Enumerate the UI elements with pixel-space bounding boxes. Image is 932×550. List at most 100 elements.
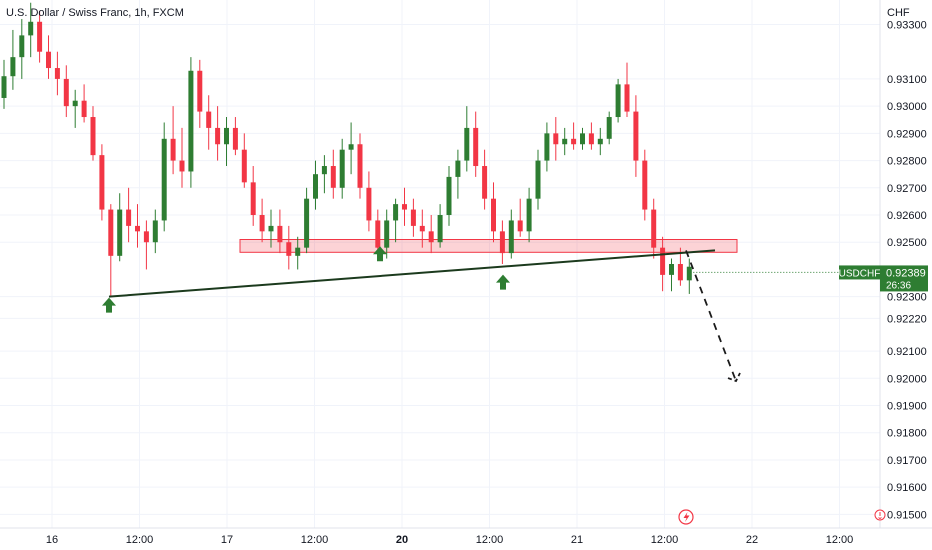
time-tick-label: 16: [46, 534, 58, 546]
candle-body: [437, 215, 443, 243]
candle-body: [455, 160, 461, 177]
candle-up: [393, 198, 399, 243]
candles: [1, 2, 692, 297]
candle-up: [580, 127, 585, 150]
candle-body: [268, 225, 274, 232]
price-tick-label: 0.92600: [887, 210, 927, 222]
candle-up: [295, 236, 301, 270]
time-axis[interactable]: 16 12:00 17 12:00 20 12:00 21 12:00 22 12:00: [46, 534, 853, 546]
candle-down: [259, 198, 265, 243]
candle-body: [508, 220, 514, 254]
up-arrow-icon: [496, 274, 510, 290]
candle-down: [99, 144, 105, 221]
candle-body: [482, 166, 488, 199]
projection-line: [685, 250, 737, 382]
price-tick-label: 0.92000: [887, 373, 927, 385]
candle-body: [517, 220, 523, 232]
candle-body: [63, 78, 69, 107]
candle-up: [117, 193, 123, 262]
scroll-to-realtime-icon[interactable]: [874, 509, 886, 521]
candle-body: [259, 215, 265, 232]
candle-down: [81, 84, 87, 123]
candle-body: [419, 225, 425, 232]
candle-body: [126, 209, 132, 226]
candle-body: [286, 242, 292, 256]
trendline: [108, 249, 716, 298]
candle-down: [108, 204, 114, 297]
candle-up: [1, 59, 7, 109]
candle-up: [535, 149, 541, 210]
price-tag-countdown: 26:36: [886, 280, 911, 291]
candle-body: [446, 176, 452, 216]
flash-icon[interactable]: [678, 509, 694, 525]
up-arrow-icon: [373, 246, 387, 262]
candle-body: [250, 182, 256, 216]
candle-up: [437, 204, 443, 248]
candle-body: [562, 138, 568, 145]
candle-down: [499, 220, 505, 264]
candle-down: [126, 187, 132, 243]
candle-body: [499, 231, 505, 254]
candle-body: [464, 127, 470, 161]
candle-up: [455, 149, 461, 199]
candle-down: [330, 149, 336, 199]
time-tick-label: 12:00: [826, 534, 854, 546]
candle-body: [642, 160, 648, 210]
price-tick-label: 0.92500: [887, 237, 927, 249]
candle-body: [526, 198, 532, 232]
candle-down: [135, 204, 140, 248]
candle-body: [686, 266, 692, 281]
candle-down: [410, 198, 416, 237]
candle-up: [268, 209, 274, 248]
candle-body: [677, 264, 683, 281]
candle-body: [321, 166, 327, 175]
candle-body: [117, 209, 123, 256]
candle-body: [81, 100, 87, 118]
candle-body: [28, 21, 34, 36]
candle-down: [428, 215, 434, 254]
price-tick-label: 0.93300: [887, 19, 927, 31]
candle-down: [197, 59, 203, 128]
candle-down: [642, 149, 648, 221]
candle-body: [72, 100, 78, 107]
candle-up: [161, 122, 167, 232]
candle-up: [464, 106, 470, 172]
candle-body: [152, 220, 158, 243]
price-tick-label: 0.92100: [887, 346, 927, 358]
candle-down: [241, 133, 247, 188]
candle-body: [366, 187, 372, 221]
symbol-tag-label: USDCHF: [839, 268, 881, 279]
price-tick-label: 0.91600: [887, 482, 927, 494]
candle-body: [375, 220, 381, 248]
candle-body: [224, 127, 229, 145]
price-axis[interactable]: 0.93300 0.93100 0.93000 0.92900 0.92800 0.927…: [887, 19, 927, 521]
price-tick-label: 0.92700: [887, 183, 927, 195]
candle-body: [54, 68, 60, 79]
price-tag-bg: [880, 265, 928, 292]
price-tick-label: 0.91800: [887, 428, 927, 440]
candle-body: [402, 204, 407, 210]
price-tick-label: 0.92220: [887, 313, 927, 325]
candle-up: [28, 2, 34, 58]
candle-body: [544, 133, 550, 161]
candle-down: [651, 198, 657, 259]
currency-label: CHF: [887, 7, 910, 19]
candle-down: [553, 117, 559, 161]
candle-body: [19, 35, 25, 58]
candle-body: [606, 117, 612, 139]
candle-down: [215, 106, 221, 161]
candle-body: [179, 160, 185, 172]
candle-up: [224, 117, 229, 167]
candle-down: [419, 209, 425, 248]
time-tick-label: 17: [221, 534, 233, 546]
projection-arrowhead: [727, 372, 741, 383]
candle-body: [669, 264, 674, 275]
candle-down: [571, 122, 577, 150]
candle-body: [339, 149, 345, 188]
candle-down: [250, 166, 256, 226]
candle-body: [313, 174, 318, 199]
candle-body: [108, 209, 114, 256]
candle-body: [197, 70, 203, 112]
